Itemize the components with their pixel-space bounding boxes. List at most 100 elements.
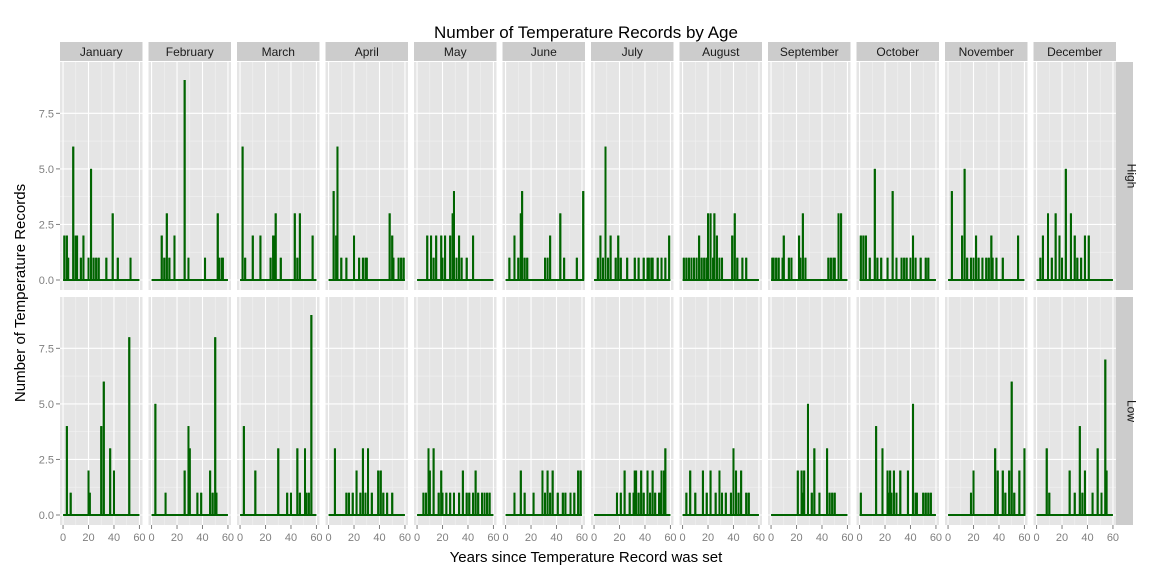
panel-low-march [237, 297, 320, 525]
y-tick-label: 0.0 [39, 510, 54, 522]
x-tick-label: 0 [679, 532, 685, 544]
panel-low-april [325, 297, 408, 525]
strip-label-august: August [702, 45, 740, 59]
y-tick-label: 2.5 [39, 454, 54, 466]
strip-may [414, 42, 497, 61]
x-tick-label: 20 [82, 532, 94, 544]
panel-high-april [325, 62, 408, 290]
strip-label-october: October [876, 45, 919, 59]
strip-march [237, 42, 320, 61]
panel-high-june [502, 62, 585, 290]
panel-high-july [591, 62, 674, 290]
panel-low-may [414, 297, 497, 525]
x-tick-label: 40 [904, 532, 916, 544]
strip-label-march: March [262, 45, 295, 59]
x-tick-label: 40 [1081, 532, 1093, 544]
x-tick-label: 40 [462, 532, 474, 544]
x-tick-label: 40 [816, 532, 828, 544]
row-strip-high [1114, 62, 1133, 290]
strip-october [856, 42, 939, 61]
strip-label-january: January [80, 45, 123, 59]
x-tick-label: 40 [727, 532, 739, 544]
strip-label-april: April [355, 45, 379, 59]
x-tick-label: 40 [993, 532, 1005, 544]
x-tick-label: 0 [60, 532, 66, 544]
strip-january [60, 42, 143, 61]
panel-low-november [945, 297, 1028, 525]
panel-high-january [60, 62, 143, 290]
y-tick-label: 7.5 [39, 343, 54, 355]
panel-high-october [856, 62, 939, 290]
panel-high-december [1033, 62, 1116, 290]
x-tick-label: 0 [945, 532, 951, 544]
panel-low-january [60, 297, 143, 525]
strip-label-february: February [166, 45, 214, 59]
strip-label-september: September [780, 45, 839, 59]
strip-label-november: November [959, 45, 1014, 59]
x-tick-label: 0 [325, 532, 331, 544]
row-strip-label-high: High [1125, 164, 1139, 189]
x-tick-label: 20 [790, 532, 802, 544]
y-tick-label: 7.5 [39, 108, 54, 120]
x-axis-title: Years since Temperature Record was set [450, 549, 723, 566]
x-tick-label: 40 [550, 532, 562, 544]
x-tick-label: 40 [108, 532, 120, 544]
y-tick-label: 5.0 [39, 164, 54, 176]
panel-low-august [679, 297, 762, 525]
x-tick-label: 20 [879, 532, 891, 544]
panel-low-september [768, 297, 851, 525]
x-tick-label: 20 [525, 532, 537, 544]
x-tick-label: 0 [1033, 532, 1039, 544]
x-tick-label: 60 [664, 532, 676, 544]
x-tick-label: 60 [222, 532, 234, 544]
panel-low-october [856, 297, 939, 525]
strip-february [148, 42, 231, 61]
x-tick-label: 20 [436, 532, 448, 544]
strip-april [325, 42, 408, 61]
x-tick-label: 40 [285, 532, 297, 544]
row-strip-label-low: Low [1125, 400, 1139, 422]
strip-label-may: May [444, 45, 467, 59]
x-tick-label: 60 [310, 532, 322, 544]
x-tick-label: 20 [171, 532, 183, 544]
panel-low-february [148, 297, 231, 525]
x-tick-label: 20 [702, 532, 714, 544]
x-tick-label: 40 [639, 532, 651, 544]
x-tick-label: 60 [1107, 532, 1119, 544]
panel-low-december [1033, 297, 1116, 525]
x-tick-label: 0 [148, 532, 154, 544]
strip-label-december: December [1047, 45, 1102, 59]
strip-november [945, 42, 1028, 61]
panel-high-august [679, 62, 762, 290]
x-tick-label: 20 [613, 532, 625, 544]
x-tick-label: 20 [259, 532, 271, 544]
x-tick-label: 0 [768, 532, 774, 544]
row-strip-low [1114, 297, 1133, 525]
y-tick-label: 0.0 [39, 275, 54, 287]
chart-title: Number of Temperature Records by Age [434, 23, 738, 42]
x-tick-label: 60 [133, 532, 145, 544]
x-tick-label: 60 [841, 532, 853, 544]
strip-label-july: July [622, 45, 643, 59]
x-tick-label: 60 [753, 532, 765, 544]
y-tick-label: 5.0 [39, 399, 54, 411]
strip-july [591, 42, 674, 61]
x-tick-label: 0 [414, 532, 420, 544]
x-tick-label: 60 [1018, 532, 1030, 544]
x-tick-label: 0 [502, 532, 508, 544]
y-axis-title: Number of Temperature Records [12, 184, 29, 402]
x-tick-label: 40 [373, 532, 385, 544]
panel-low-july [591, 297, 674, 525]
x-tick-label: 20 [1056, 532, 1068, 544]
panel-low-june [502, 297, 585, 525]
panel-high-february [148, 62, 231, 290]
x-tick-label: 20 [967, 532, 979, 544]
panel-high-september [768, 62, 851, 290]
panel-high-march [237, 62, 320, 290]
x-tick-label: 60 [930, 532, 942, 544]
x-tick-label: 20 [348, 532, 360, 544]
y-tick-label: 2.5 [39, 219, 54, 231]
x-tick-label: 60 [399, 532, 411, 544]
strip-june [502, 42, 585, 61]
